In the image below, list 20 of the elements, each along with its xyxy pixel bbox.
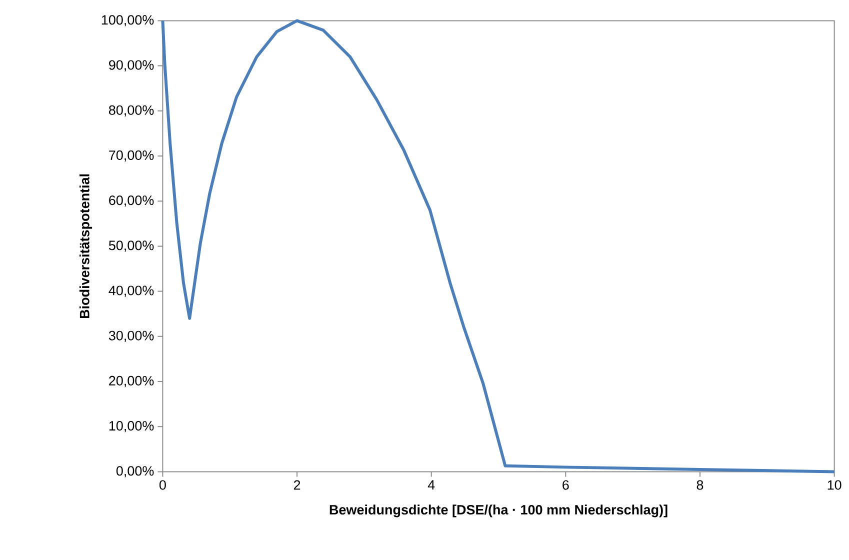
y-tick-label: 100,00% — [102, 15, 154, 26]
x-tick-label: 0 — [159, 480, 166, 490]
x-tick-label: 10 — [828, 480, 842, 490]
y-tick-label: 80,00% — [108, 105, 154, 116]
x-axis-title: Beweidungsdichte [DSE/(ha · 100 mm Niederschlag)] — [330, 504, 668, 518]
y-axis-title: Biodiversitätspotential — [79, 174, 92, 318]
y-tick-label: 50,00% — [108, 240, 154, 252]
y-tick-label: 90,00% — [109, 60, 154, 72]
y-tick-label: 30,00% — [108, 330, 154, 342]
x-tick-label: 2 — [294, 480, 300, 490]
y-tick-label: 70,00% — [109, 150, 154, 162]
x-tick-label: 8 — [696, 480, 704, 490]
line-series — [161, 19, 836, 474]
x-tick-label: 4 — [428, 480, 435, 490]
y-tick-label: 20,00% — [109, 376, 154, 388]
y-tick-label: 40,00% — [108, 286, 154, 297]
x-tick-label: 6 — [562, 480, 569, 490]
y-tick-label: 60,00% — [109, 196, 154, 207]
y-tick-label: 0,00% — [116, 466, 154, 478]
y-tick-label: 10,00% — [109, 421, 154, 432]
